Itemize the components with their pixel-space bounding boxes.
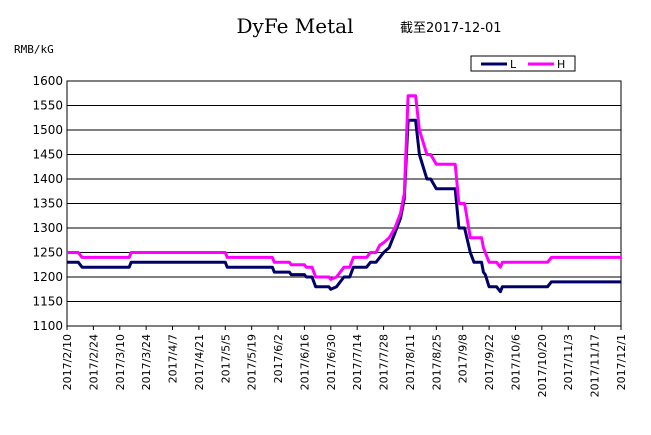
legend-box [470,55,576,72]
x-tick-label: 2017/8/11 [404,334,417,390]
x-tick-label: 2017/5/19 [246,334,259,390]
legend: L H [470,55,576,72]
chart-subtitle: 截至2017-12-01 [400,21,502,36]
x-tick-label: 2017/2/10 [61,334,74,390]
y-tick-label: 1400 [32,172,63,186]
y-tick-label: 1200 [32,270,63,284]
x-tick-label: 2017/6/2 [272,334,285,383]
series-line-h [67,94,621,281]
x-tick-label: 2017/5/5 [219,334,232,383]
y-tick-label: 1250 [32,246,63,260]
y-tick-label: 1100 [32,319,63,333]
x-tick-label: 2017/11/17 [589,334,602,397]
x-tick-label: 2017/7/14 [351,334,364,390]
x-tick-label: 2017/3/24 [140,334,153,390]
y-axis-label: RMB/kG [14,43,54,56]
x-tick-label: 2017/4/21 [193,334,206,390]
x-tick-label: 2017/9/22 [483,334,496,390]
x-tick-label: 2017/10/20 [536,334,549,397]
y-tick-label: 1550 [32,99,63,113]
x-tick-label: 2017/8/25 [430,334,443,390]
y-tick-label: 1350 [32,197,63,211]
y-tick-label: 1300 [32,221,63,235]
chart-title: DyFe Metal [237,14,354,38]
grid-lines [66,80,622,327]
y-tick-label: 1150 [32,295,63,309]
x-axis: 2017/2/10 2017/2/24 2017/3/10 2017/3/24 2017… [61,326,628,397]
x-tick-label: 2017/3/10 [114,334,127,390]
x-tick-label: 2017/10/6 [509,334,522,390]
x-tick-label: 2017/7/28 [378,334,391,390]
legend-label-l: L [510,58,517,71]
x-tick-label: 2017/4/7 [167,334,180,383]
series-line-l [67,118,621,294]
y-tick-label: 1450 [32,148,63,162]
x-tick-label: 2017/9/8 [457,334,470,383]
legend-label-h: H [557,58,565,71]
y-tick-label: 1600 [32,74,63,88]
x-tick-label: 2017/6/16 [298,334,311,390]
x-tick-label: 2017/12/1 [615,334,628,390]
x-tick-label: 2017/6/30 [325,334,338,390]
y-tick-label: 1500 [32,123,63,137]
x-tick-label: 2017/11/3 [562,334,575,390]
plot-frame [66,80,622,327]
series-layer [67,94,621,294]
x-tick-label: 2017/2/24 [87,334,100,390]
y-axis: 1600 1550 1500 1450 1400 1350 1300 1250 1200 1150… [32,74,63,333]
